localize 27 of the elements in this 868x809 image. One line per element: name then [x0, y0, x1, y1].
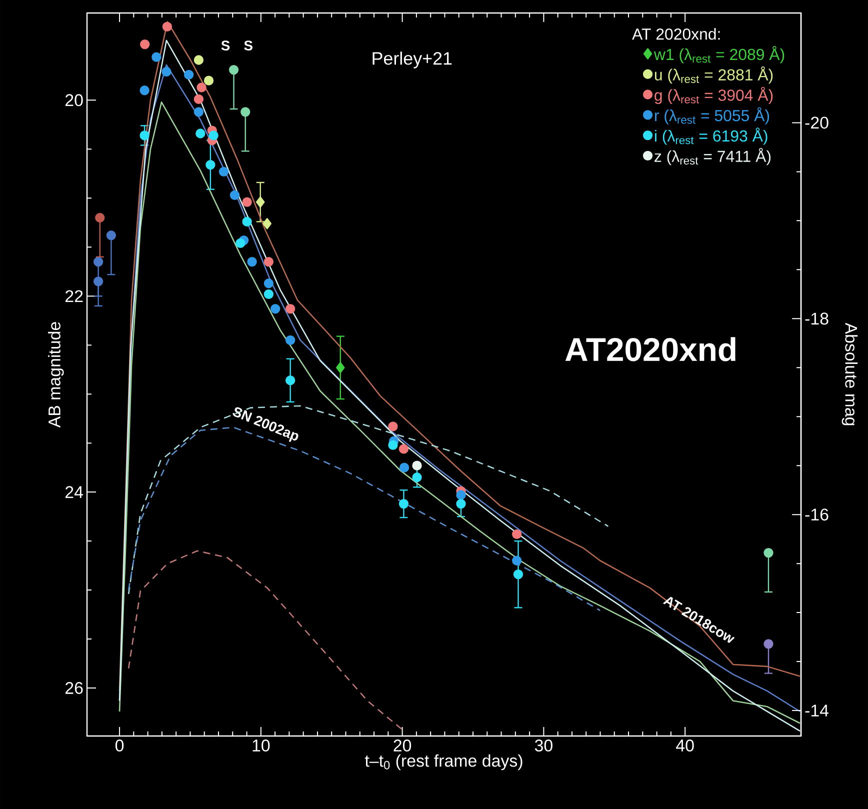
legend-label: w1 (λ$_{rest}$ = 2089 Å) — [654, 46, 784, 64]
y2-axis-title: Absolute mag — [842, 322, 858, 426]
y2-tick-label: -18 — [805, 312, 828, 325]
x-tick-label: 40 — [676, 740, 694, 752]
legend-label: z (λ$_{rest}$ = 7411 Å) — [654, 148, 771, 166]
y-axis-title: AB magnitude — [48, 322, 64, 428]
annotation: S — [221, 40, 230, 50]
legend-label: u (λ$_{rest}$ = 2881 Å) — [654, 66, 773, 84]
x-tick-label: 30 — [534, 740, 552, 752]
y-tick-label: 22 — [66, 290, 83, 302]
annotation: S — [244, 40, 252, 50]
y-tick-label: 26 — [66, 682, 83, 694]
y-tick-label: 20 — [66, 94, 83, 106]
x-tick-label: 0 — [115, 740, 124, 752]
y-tick-label: 24 — [66, 486, 83, 498]
legend-label: r (λ$_{rest}$ = 5055 Å) — [655, 107, 770, 124]
x-tick-label: 10 — [252, 740, 270, 752]
y2-tick-label: -14 — [805, 704, 829, 716]
legend-label: g (λ$_{rest}$ = 3904 Å) — [654, 86, 773, 104]
legend-label: i (λ$_{rest}$ = 6193 Å) — [655, 128, 768, 145]
y2-tick-label: -16 — [805, 508, 828, 521]
x-tick-label: 20 — [394, 740, 412, 752]
annotation: Perley+21 — [372, 52, 452, 68]
y2-tick-label: -20 — [805, 116, 828, 129]
x-axis-title: t–t$_{0}$ (rest frame days) — [364, 754, 522, 770]
annotation: AT2020xnd — [565, 337, 736, 362]
legend-title: AT 2020xnd: — [632, 28, 720, 40]
